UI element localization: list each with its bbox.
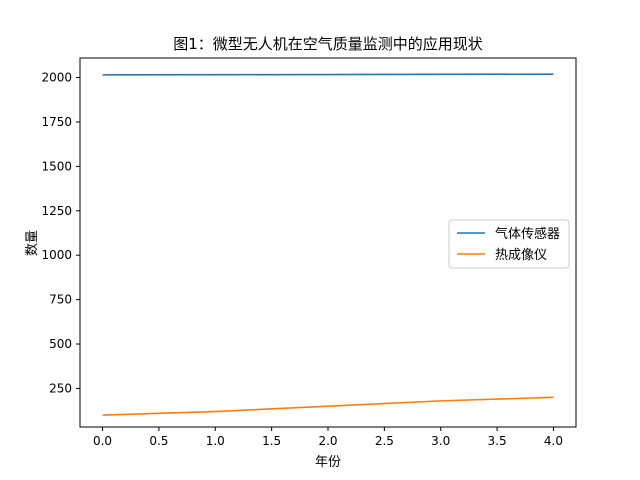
y-tick-label: 1250 [41,204,72,218]
x-tick-label: 1.0 [206,434,225,448]
x-tick-label: 2.5 [375,434,394,448]
x-tick-label: 3.5 [488,434,507,448]
x-axis-label: 年份 [315,455,341,470]
series-line-1 [102,396,554,416]
x-tick-label: 2.0 [318,434,337,448]
legend-box [448,219,570,269]
y-axis: 250 500 750 1000 1250 1500 1750 2000 [41,71,80,395]
x-tick-label: 0.0 [93,434,112,448]
legend-label-0: 气体传感器 [495,226,560,242]
legend-label-1: 热成像仪 [495,248,547,263]
series-line-0 [102,73,554,76]
y-tick-label: 1000 [41,248,72,262]
x-tick-label: 1.5 [262,434,281,448]
y-tick-label: 250 [49,381,72,395]
plot-area [102,73,554,416]
y-tick-label: 1500 [41,159,72,173]
y-tick-label: 500 [49,337,72,351]
x-axis: 0.0 0.5 1.0 1.5 2.0 2.5 3.0 3.5 4.0 [93,427,563,448]
y-tick-label: 750 [49,293,72,307]
x-tick-label: 0.5 [149,434,168,448]
y-tick-label: 1750 [41,115,72,129]
y-tick-label: 2000 [41,71,72,85]
chart-title: 图1：微型无人机在空气质量监测中的应用现状 [173,35,483,53]
y-axis-label: 数量 [25,230,40,256]
x-tick-label: 4.0 [544,434,563,448]
x-tick-label: 3.0 [431,434,450,448]
